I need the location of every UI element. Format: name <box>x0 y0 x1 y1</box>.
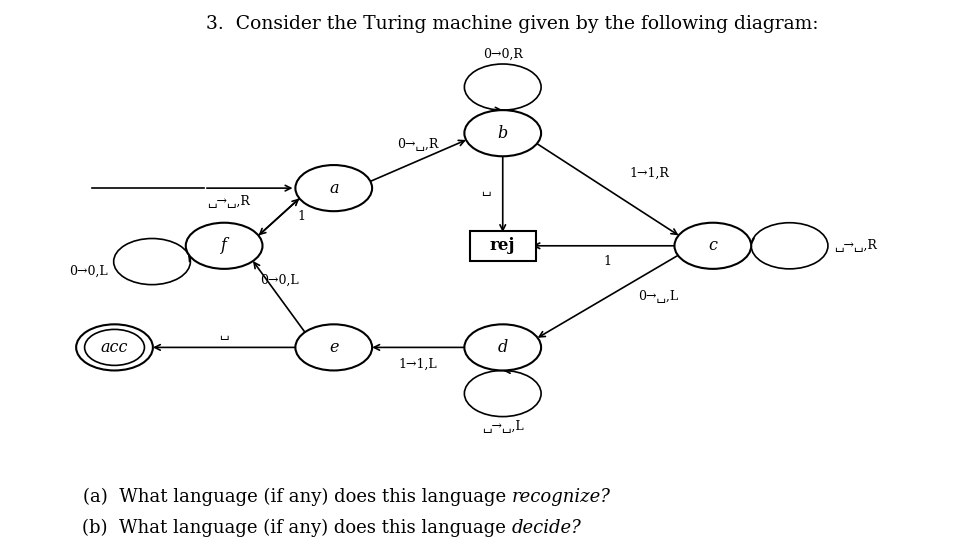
Ellipse shape <box>464 370 541 417</box>
Text: 1: 1 <box>297 210 305 224</box>
Text: 0→0,R: 0→0,R <box>483 47 522 61</box>
Text: (a)  What language (if any) does this language: (a) What language (if any) does this lan… <box>83 487 512 506</box>
Text: a: a <box>328 179 338 197</box>
Text: ␣→␣,R: ␣→␣,R <box>207 195 250 208</box>
Text: 0→␣,L: 0→␣,L <box>638 290 677 303</box>
Text: 1→1,R: 1→1,R <box>628 167 669 179</box>
Circle shape <box>673 222 750 269</box>
Ellipse shape <box>464 64 541 110</box>
Text: 3.  Consider the Turing machine given by the following diagram:: 3. Consider the Turing machine given by … <box>205 15 817 33</box>
Text: ␣: ␣ <box>481 183 490 196</box>
Text: 1→1,L: 1→1,L <box>398 357 437 370</box>
Text: 1: 1 <box>603 254 611 268</box>
Text: acc: acc <box>101 339 128 356</box>
Text: (b)  What language (if any) does this language: (b) What language (if any) does this lan… <box>82 518 512 537</box>
Ellipse shape <box>750 222 828 269</box>
Ellipse shape <box>113 238 190 285</box>
Circle shape <box>84 330 144 365</box>
FancyBboxPatch shape <box>469 231 535 261</box>
Circle shape <box>77 325 153 370</box>
Circle shape <box>464 110 541 156</box>
Text: ␣→␣,R: ␣→␣,R <box>833 240 876 252</box>
Text: 0→0,L: 0→0,L <box>69 265 108 278</box>
Text: b: b <box>497 125 508 142</box>
Text: c: c <box>707 237 717 254</box>
Text: ␣: ␣ <box>219 327 229 340</box>
Text: decide?: decide? <box>512 518 581 537</box>
Text: recognize?: recognize? <box>512 488 610 506</box>
Circle shape <box>296 165 372 211</box>
Text: 0→0,L: 0→0,L <box>260 274 297 286</box>
Text: 0→␣,R: 0→␣,R <box>397 137 439 151</box>
Text: f: f <box>221 237 227 254</box>
Text: e: e <box>328 339 338 356</box>
Text: rej: rej <box>489 237 515 254</box>
Text: ␣→␣,L: ␣→␣,L <box>482 420 523 433</box>
Circle shape <box>186 222 263 269</box>
Circle shape <box>296 325 372 370</box>
Circle shape <box>464 325 541 370</box>
Text: d: d <box>497 339 508 356</box>
